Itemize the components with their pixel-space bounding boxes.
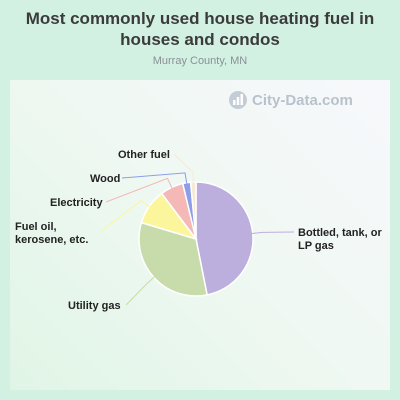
chart-title: Most commonly used house heating fuel in… <box>25 9 375 49</box>
leader-line <box>105 177 174 203</box>
leader-line <box>173 153 194 185</box>
slice-label: Utility gas <box>68 300 121 312</box>
pie-slice-bottled-tank-or-lp-gas <box>195 181 254 296</box>
leader-line <box>250 231 295 235</box>
leader-line <box>125 275 156 306</box>
city-data-logo-icon <box>229 91 247 109</box>
slice-label: Fuel oil, kerosene, etc. <box>15 221 88 246</box>
slice-label: Electricity <box>50 197 103 209</box>
watermark-text: City-Data.com <box>252 91 353 109</box>
watermark: City-Data.com <box>228 90 353 110</box>
slice-label: Bottled, tank, or LP gas <box>298 227 382 252</box>
leader-line <box>121 172 188 185</box>
slice-label: Wood <box>90 173 120 185</box>
leader-line <box>99 200 152 233</box>
slice-label: Other fuel <box>118 149 170 161</box>
pie-slices <box>138 181 254 297</box>
chart-subtitle: Murray County, MN <box>152 55 248 67</box>
